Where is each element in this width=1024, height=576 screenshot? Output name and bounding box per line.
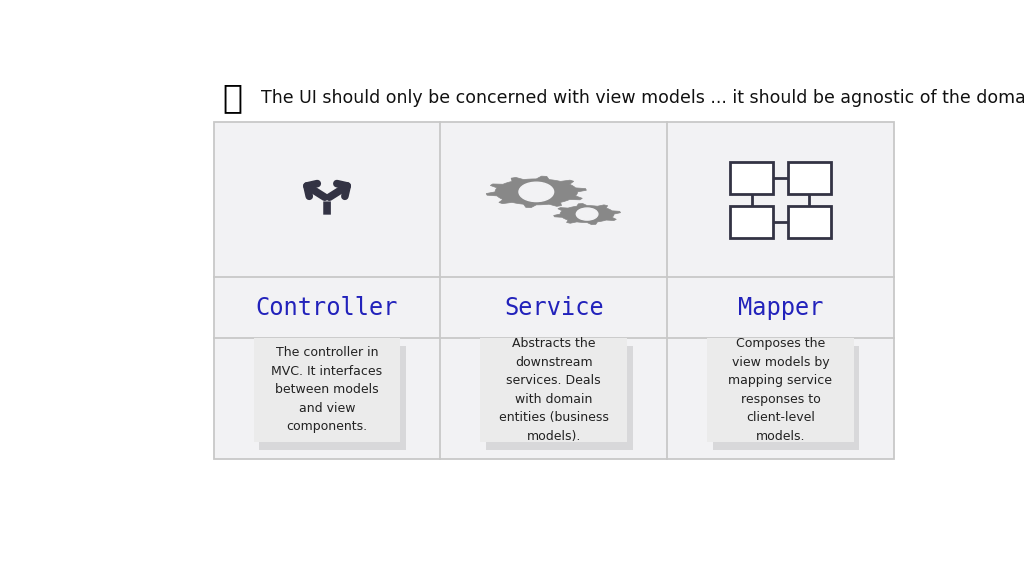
Text: The UI should only be concerned with view models ... it should be agnostic of th: The UI should only be concerned with vie… [261,89,1024,107]
Circle shape [577,208,598,220]
Polygon shape [554,203,621,225]
FancyBboxPatch shape [480,338,627,442]
FancyBboxPatch shape [787,162,831,194]
Text: 💡: 💡 [223,81,243,115]
FancyBboxPatch shape [730,162,773,194]
FancyBboxPatch shape [787,206,831,238]
Text: The controller in
MVC. It interfaces
between models
and view
components.: The controller in MVC. It interfaces bet… [271,346,383,433]
Circle shape [519,182,554,202]
Polygon shape [486,176,587,207]
FancyBboxPatch shape [713,346,859,450]
FancyBboxPatch shape [259,346,407,450]
FancyBboxPatch shape [730,206,773,238]
FancyBboxPatch shape [707,338,854,442]
FancyBboxPatch shape [254,338,400,442]
FancyBboxPatch shape [486,346,633,450]
Text: Controller: Controller [256,295,398,320]
Text: Service: Service [504,295,603,320]
Text: Abstracts the
downstream
services. Deals
with domain
entities (business
models).: Abstracts the downstream services. Deals… [499,337,608,442]
Text: Composes the
view models by
mapping service
responses to
client-level
models.: Composes the view models by mapping serv… [728,337,833,442]
Text: Mapper: Mapper [737,295,823,320]
Bar [214,122,894,460]
